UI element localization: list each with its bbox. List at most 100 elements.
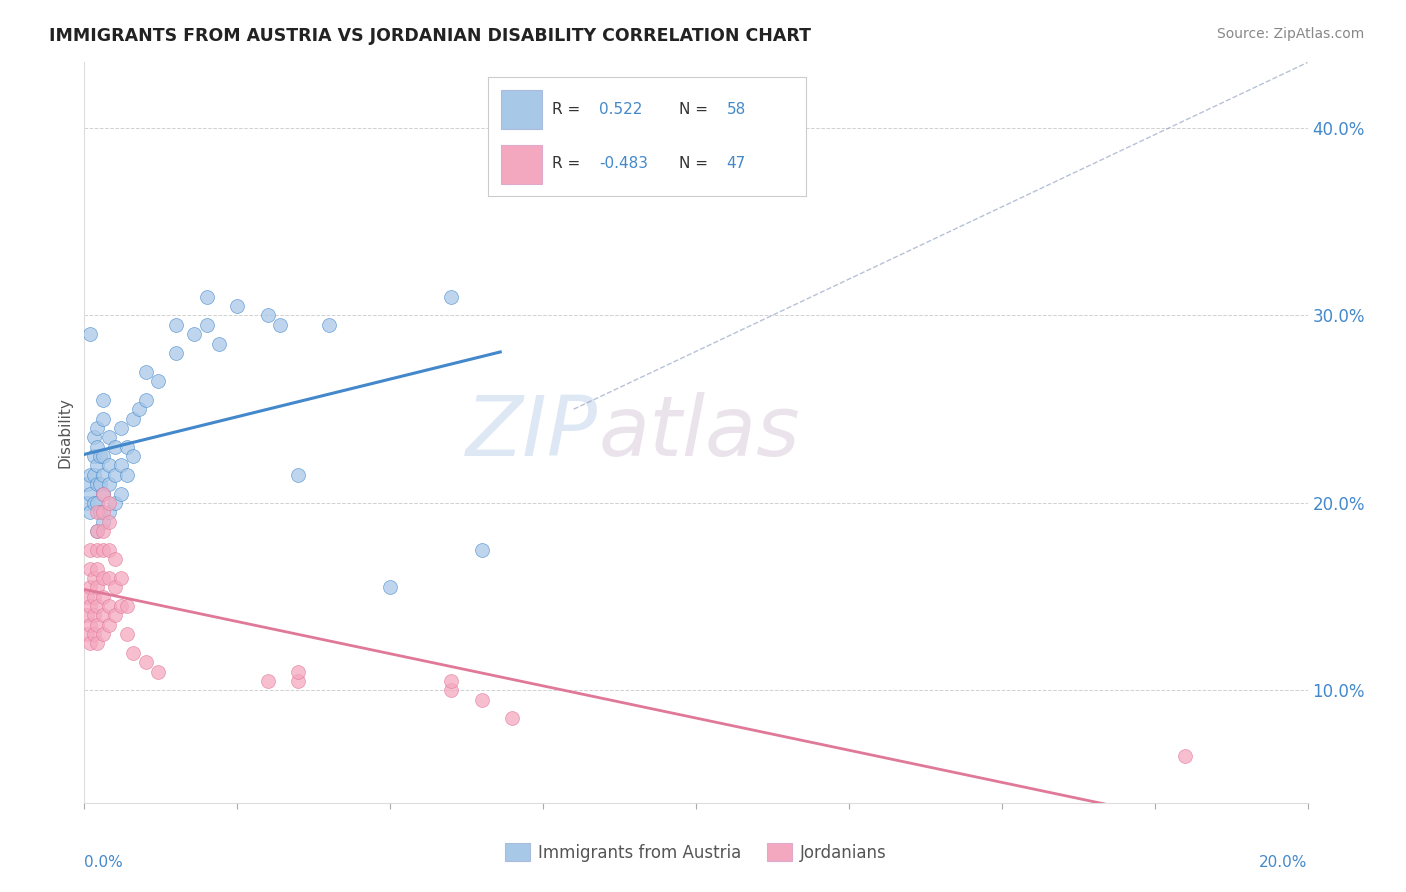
Point <box>86 636 108 650</box>
Point <box>79 580 101 594</box>
Point <box>104 608 127 623</box>
Point <box>83 571 105 585</box>
Point <box>195 290 218 304</box>
Text: IMMIGRANTS FROM AUSTRIA VS JORDANIAN DISABILITY CORRELATION CHART: IMMIGRANTS FROM AUSTRIA VS JORDANIAN DIS… <box>49 27 811 45</box>
Point <box>104 552 127 566</box>
Point <box>146 374 169 388</box>
Point <box>79 599 101 613</box>
Point <box>91 505 114 519</box>
Point <box>79 617 101 632</box>
Point <box>79 486 101 500</box>
Point <box>110 599 132 613</box>
Point <box>183 327 205 342</box>
Point <box>86 524 108 538</box>
Point <box>115 440 138 454</box>
Point <box>83 467 105 482</box>
Point <box>76 477 98 491</box>
Point <box>122 411 145 425</box>
Point <box>287 673 309 688</box>
Point <box>97 430 120 444</box>
Point <box>83 430 105 444</box>
Point <box>502 711 524 725</box>
Point <box>86 580 108 594</box>
Point <box>89 477 111 491</box>
Point <box>91 486 114 500</box>
Point <box>440 290 463 304</box>
Legend: Immigrants from Austria, Jordanians: Immigrants from Austria, Jordanians <box>499 837 893 869</box>
Point <box>110 458 132 473</box>
Point <box>91 608 114 623</box>
Point <box>83 627 105 641</box>
Point <box>115 627 138 641</box>
Point <box>287 467 309 482</box>
Point <box>86 561 108 575</box>
Point <box>86 542 108 557</box>
Point <box>135 392 157 407</box>
Point <box>79 542 101 557</box>
Point <box>83 449 105 463</box>
Point <box>110 571 132 585</box>
Point <box>471 542 494 557</box>
Point <box>287 665 309 679</box>
Point <box>89 505 111 519</box>
Point <box>208 336 231 351</box>
Point <box>115 467 138 482</box>
Point <box>86 617 108 632</box>
Point <box>91 571 114 585</box>
Point <box>97 505 120 519</box>
Point <box>97 477 120 491</box>
Y-axis label: Disability: Disability <box>58 397 73 468</box>
Point <box>440 683 463 698</box>
Point <box>76 608 98 623</box>
Point <box>104 440 127 454</box>
Text: 0.0%: 0.0% <box>84 855 124 870</box>
Point <box>97 571 120 585</box>
Point <box>97 458 120 473</box>
Point <box>146 665 169 679</box>
Point <box>440 673 463 688</box>
Point <box>86 599 108 613</box>
Text: Source: ZipAtlas.com: Source: ZipAtlas.com <box>1216 27 1364 41</box>
Point <box>91 524 114 538</box>
Point <box>122 449 145 463</box>
Point <box>76 590 98 604</box>
Text: ZIP: ZIP <box>467 392 598 473</box>
Point <box>86 505 108 519</box>
Point <box>83 608 105 623</box>
Point <box>76 496 98 510</box>
Point <box>83 590 105 604</box>
Point <box>91 486 114 500</box>
Point <box>79 505 101 519</box>
Point <box>471 692 494 706</box>
Point <box>86 421 108 435</box>
Point <box>122 646 145 660</box>
Point <box>165 318 187 332</box>
Point <box>91 542 114 557</box>
Point <box>165 346 187 360</box>
Point <box>97 617 120 632</box>
Point <box>91 411 114 425</box>
Point <box>86 458 108 473</box>
Point <box>86 524 108 538</box>
Point <box>115 599 138 613</box>
Point <box>110 421 132 435</box>
Point <box>1174 748 1197 763</box>
Point <box>257 309 280 323</box>
Point <box>83 496 105 510</box>
Point <box>97 599 120 613</box>
Point <box>86 496 108 510</box>
Point <box>128 402 150 417</box>
Point <box>91 467 114 482</box>
Text: atlas: atlas <box>598 392 800 473</box>
Point <box>89 449 111 463</box>
Point <box>269 318 291 332</box>
Point <box>380 580 402 594</box>
Point <box>91 449 114 463</box>
Point <box>257 673 280 688</box>
Point <box>86 477 108 491</box>
Point <box>91 590 114 604</box>
Point <box>97 542 120 557</box>
Point <box>86 440 108 454</box>
Point <box>104 496 127 510</box>
Point <box>318 318 340 332</box>
